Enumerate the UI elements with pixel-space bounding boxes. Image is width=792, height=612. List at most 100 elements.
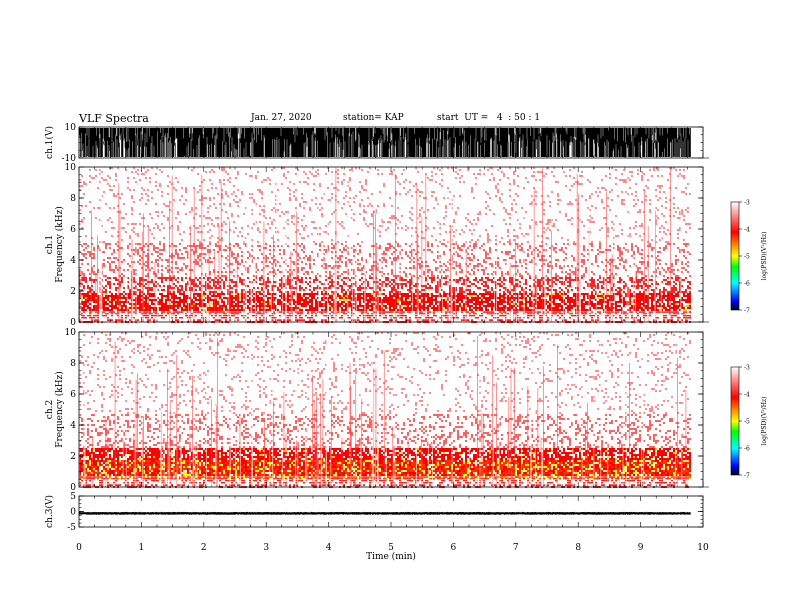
ch1-spectrogram-cell [485, 201, 487, 203]
ch1-spectrogram-cell [413, 257, 415, 259]
ch1-spectrogram-cell [351, 169, 353, 171]
ch1-spectrogram-cell [353, 277, 355, 279]
ch1-spectrogram-cell [583, 225, 585, 227]
ch1-spectrogram-cell [507, 235, 509, 237]
ch1-spectrogram-cell [87, 297, 89, 299]
ch1-spectrogram-cell [617, 195, 619, 197]
ch1-spectrogram-cell [687, 287, 689, 289]
ch1-spectrogram-cell [219, 293, 221, 295]
ch1-spectrogram-cell [485, 291, 487, 293]
ch1-spectrogram-cell [163, 237, 165, 239]
ch1-spectrogram-cell [369, 287, 371, 289]
ch1-spectrogram-cell [331, 171, 333, 173]
ch1-spectrogram-cell [269, 179, 271, 181]
ch1-spectrogram-cell [241, 301, 243, 303]
ch1-spectrogram-cell [267, 299, 269, 301]
ch1-spectrogram-cell [675, 255, 677, 257]
ch1-spectrogram-cell [161, 265, 163, 267]
ch1-spectrogram-cell [617, 281, 619, 283]
ch1-spectrogram-cell [241, 235, 243, 237]
ch1-spectrogram-cell [577, 203, 579, 205]
ch1-spectrogram-cell [209, 249, 211, 251]
ch1-spectrogram-cell [503, 299, 505, 301]
ch1-spectrogram-cell [359, 289, 361, 291]
ch1-spectrogram-cell [509, 243, 511, 245]
ch1-spectrogram-cell [209, 271, 211, 273]
ch1-spectrogram-cell [599, 229, 601, 231]
ch1-spectrogram-cell [529, 293, 531, 295]
ch1-spectrogram-cell [111, 189, 113, 191]
ch1-spectrogram-cell [399, 193, 401, 195]
ch1-spectrogram-cell [305, 263, 307, 265]
ch1-spectrogram-cell [165, 297, 167, 299]
ch1-spectrogram-cell [281, 285, 283, 287]
ch1-spectrogram-cell [473, 173, 475, 175]
ch1-spectrogram-cell [271, 289, 273, 291]
ch1-spectrogram-cell [683, 175, 685, 177]
ch1-spectrogram-cell [307, 303, 309, 305]
ch1-spectrogram-cell [615, 267, 617, 269]
ch1-spectrogram-cell [659, 291, 661, 293]
ch1-spectrogram-cell [575, 181, 577, 183]
ch1-spectrogram-cell [219, 277, 221, 279]
ch1-spectrogram-cell [419, 303, 421, 305]
ch1-spectrogram-cell [173, 199, 175, 201]
ch1-spectrogram-cell [325, 291, 327, 293]
ch1-spectrogram-cell [487, 253, 489, 255]
ch1-spectrogram-cell [161, 273, 163, 275]
ch1-spectrogram-cell [589, 197, 591, 199]
ch1-spectrogram-cell [411, 243, 413, 245]
ch1-spectrogram-cell [485, 191, 487, 193]
ch1-spectrogram-cell [103, 291, 105, 293]
ch1-spectrogram-cell [109, 217, 111, 219]
ch1-spectrogram-cell [689, 291, 691, 293]
ch1-spectrogram-cell [563, 281, 565, 283]
ch1-spectrogram-cell [411, 293, 413, 295]
ch1-spectrogram-cell [139, 213, 141, 215]
ch1-spectrogram-cell [595, 259, 597, 261]
ch1-spectrogram-cell [123, 203, 125, 205]
ch1-spectrogram-cell [443, 217, 445, 219]
ch1-spectrogram-cell [385, 283, 387, 285]
ch1-spectrogram-cell [663, 269, 665, 271]
ch1-spectrogram-cell [255, 299, 257, 301]
ch1-spectrogram-cell [273, 249, 275, 251]
ch1-spectrogram-cell [517, 271, 519, 273]
ch1-spectrogram-cell [675, 277, 677, 279]
ch1-spectrogram-cell [401, 293, 403, 295]
ch1-spectrogram-cell [651, 297, 653, 299]
ch1-spectrogram-cell [431, 245, 433, 247]
ch1-spectrogram-cell [185, 213, 187, 215]
ch1-spectrogram-cell [199, 185, 201, 187]
ch1-spectrogram-cell [281, 271, 283, 273]
ch1-spectrogram-cell [531, 219, 533, 221]
ch1-spectrogram-cell [369, 295, 371, 297]
ch1-spectrogram-cell [513, 235, 515, 237]
ch1-spectrogram-cell [371, 269, 373, 271]
ch1-spectrogram-cell [687, 281, 689, 283]
ch1-spectrogram-cell [619, 279, 621, 281]
ch1-spectrogram-cell [137, 253, 139, 255]
ch1-spectrogram-cell [549, 265, 551, 267]
ch1-spectrogram-cell [309, 285, 311, 287]
ch1-spectrogram-cell [531, 203, 533, 205]
ch1-spectrogram-cell [129, 293, 131, 295]
ch1-spectrogram-cell [265, 231, 267, 233]
ch1-spectrogram-cell [153, 237, 155, 239]
ch1-spectrogram-cell [607, 295, 609, 297]
ch1-spectrogram-cell [181, 285, 183, 287]
ch1-spectrogram-cell [183, 247, 185, 249]
ch1-spectrogram-cell [449, 291, 451, 293]
ch1-spectrogram-cell [675, 275, 677, 277]
ch1-spectrogram-cell [161, 277, 163, 279]
ch1-spectrogram-cell [383, 297, 385, 299]
ch1-spectrogram-cell [413, 261, 415, 263]
ch1-spectrogram-cell [217, 217, 219, 219]
ch1-spectrogram-cell [655, 241, 657, 243]
ch1-spectrogram-cell [273, 293, 275, 295]
ch1-spectrogram-cell [85, 253, 87, 255]
ch1-spectrogram-cell [365, 189, 367, 191]
ch1-spectrogram-cell [283, 295, 285, 297]
ch1-spectrogram-cell [299, 289, 301, 291]
ch1-spectrogram-cell [499, 199, 501, 201]
